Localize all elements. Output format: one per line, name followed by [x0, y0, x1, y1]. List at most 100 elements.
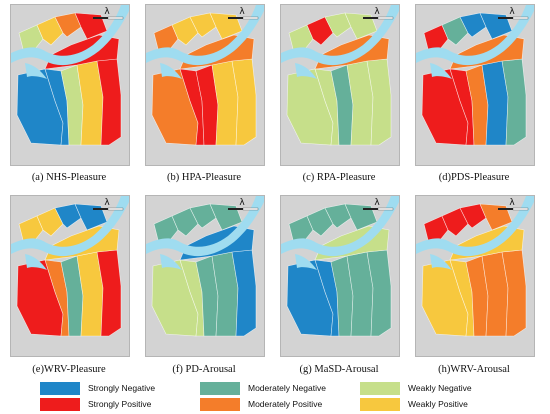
legend-label: Weakly Positive: [408, 399, 468, 409]
district-map: λ: [11, 5, 129, 165]
map-panel-h: λ: [415, 195, 535, 357]
north-arrow-icon: λ: [374, 198, 380, 208]
north-arrow-icon: λ: [509, 198, 515, 208]
map-panel-a: λ: [10, 4, 130, 166]
map-panel-b: λ: [145, 4, 265, 166]
map-panel-f: λ: [145, 195, 265, 357]
north-arrow-icon: λ: [509, 7, 515, 17]
district-polygon: [96, 249, 122, 337]
river-water: [416, 196, 534, 257]
map-panel-c: λ: [280, 4, 400, 166]
district-polygon: [171, 16, 199, 46]
river-water: [11, 5, 129, 66]
district-polygon: [366, 58, 392, 146]
district-polygon: [324, 203, 352, 229]
district-polygon: [231, 249, 257, 337]
district-polygon: [344, 12, 378, 40]
scale-bar-icon: [377, 16, 394, 20]
river-water: [430, 63, 452, 79]
district-map: λ: [146, 5, 264, 165]
legend-swatch: [40, 398, 80, 411]
district-polygon: [74, 203, 108, 231]
district-polygon: [153, 24, 179, 50]
district-map: λ: [416, 5, 534, 165]
district-polygon: [306, 16, 334, 46]
scale-bar-icon: [242, 207, 259, 211]
district-polygon: [74, 12, 108, 40]
district-polygon: [459, 12, 487, 38]
district-polygon: [209, 12, 243, 40]
scale-bar-icon: [107, 207, 124, 211]
north-arrow-icon: λ: [374, 7, 380, 17]
district-polygon: [423, 215, 449, 241]
river-water: [416, 5, 534, 66]
panel-caption: (d)PDS-Pleasure: [438, 172, 510, 183]
legend-swatch: [200, 398, 240, 411]
district-polygon: [54, 203, 82, 229]
panel-caption: (h)WRV-Arousal: [438, 364, 510, 375]
river-water: [11, 196, 129, 257]
legend-label: Moderately Negative: [248, 383, 326, 393]
north-arrow-icon: λ: [239, 7, 245, 17]
north-arrow-icon: λ: [239, 198, 245, 208]
scale-bar-icon: [242, 16, 259, 20]
river-water: [25, 254, 47, 270]
river-water: [430, 254, 452, 270]
map-panel-e: λ: [10, 195, 130, 357]
panel-caption: (c) RPA-Pleasure: [302, 172, 376, 183]
district-polygon: [441, 16, 469, 46]
map-panel-d: λ: [415, 4, 535, 166]
north-arrow-icon: λ: [104, 7, 110, 17]
district-polygon: [36, 207, 64, 237]
panel-caption: (a) NHS-Pleasure: [31, 172, 107, 183]
legend-label: Strongly Positive: [88, 399, 152, 409]
scale-bar-icon: [107, 16, 124, 20]
district-polygon: [171, 207, 199, 237]
district-polygon: [423, 24, 449, 50]
panel-caption: (e)WRV-Pleasure: [32, 364, 106, 375]
district-map: λ: [281, 196, 399, 356]
river-water: [160, 63, 182, 79]
river-water: [160, 254, 182, 270]
legend-label: Weakly Negative: [408, 383, 472, 393]
river-water: [146, 5, 264, 66]
district-polygon: [501, 58, 527, 146]
legend-swatch: [200, 382, 240, 395]
north-arrow-icon: λ: [104, 198, 110, 208]
scale-bar-icon: [512, 207, 529, 211]
scale-bar-icon: [512, 16, 529, 20]
district-polygon: [441, 207, 469, 237]
district-polygon: [288, 24, 314, 50]
legend-swatch: [360, 398, 400, 411]
district-polygon: [209, 203, 243, 231]
river-water: [295, 63, 317, 79]
river-water: [146, 196, 264, 257]
panel-caption: (b) HPA-Pleasure: [167, 172, 241, 183]
river-water: [281, 5, 399, 66]
district-polygon: [479, 12, 513, 40]
district-map: λ: [281, 5, 399, 165]
district-polygon: [324, 12, 352, 38]
scale-bar-icon: [377, 207, 394, 211]
district-polygon: [18, 215, 44, 241]
district-polygon: [189, 12, 217, 38]
district-polygon: [306, 207, 334, 237]
map-panel-g: λ: [280, 195, 400, 357]
district-polygon: [189, 203, 217, 229]
district-polygon: [459, 203, 487, 229]
district-map: λ: [11, 196, 129, 356]
district-polygon: [18, 24, 44, 50]
district-polygon: [344, 203, 378, 231]
legend-swatch: [40, 382, 80, 395]
river-water: [281, 196, 399, 257]
river-water: [295, 254, 317, 270]
district-polygon: [153, 215, 179, 241]
district-polygon: [54, 12, 82, 38]
district-polygon: [36, 16, 64, 46]
district-map: λ: [416, 196, 534, 356]
district-map: λ: [146, 196, 264, 356]
district-polygon: [366, 249, 392, 337]
legend-swatch: [360, 382, 400, 395]
legend-label: Moderately Positive: [248, 399, 323, 409]
district-polygon: [479, 203, 513, 231]
